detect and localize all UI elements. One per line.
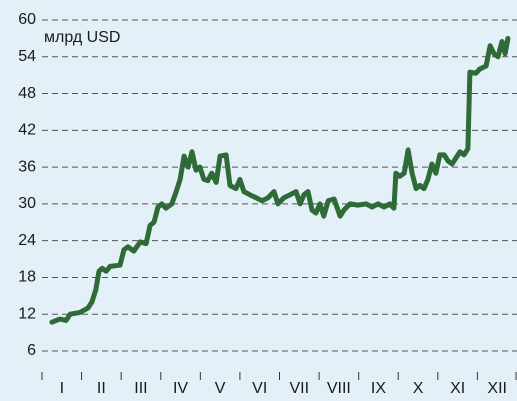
x-tick-label: VI	[252, 380, 267, 397]
x-tick-label: XII	[487, 380, 507, 397]
y-tick-label: 18	[18, 269, 36, 286]
y-tick-label: 36	[18, 158, 36, 175]
y-tick-label: 60	[18, 11, 36, 28]
x-tick-label: IX	[371, 380, 386, 397]
y-tick-label: 48	[18, 85, 36, 102]
y-tick-label: 54	[18, 48, 36, 65]
x-tick-label: I	[60, 380, 64, 397]
x-tick-label: V	[215, 380, 226, 397]
y-axis-label: млрд USD	[44, 29, 120, 46]
x-tick-label: II	[97, 380, 106, 397]
y-tick-label: 12	[18, 305, 36, 322]
y-tick-label: 24	[18, 232, 36, 249]
y-tick-label: 30	[18, 195, 36, 212]
x-tick-label: VII	[290, 380, 310, 397]
x-tick-label: VIII	[327, 380, 351, 397]
y-tick-label: 42	[18, 122, 36, 139]
x-tick-label: III	[134, 380, 147, 397]
x-tick-label: X	[413, 380, 424, 397]
x-tick-label: IV	[173, 380, 188, 397]
y-tick-label: 6	[27, 342, 36, 359]
data-line	[49, 35, 511, 325]
x-tick-label: XI	[450, 380, 465, 397]
